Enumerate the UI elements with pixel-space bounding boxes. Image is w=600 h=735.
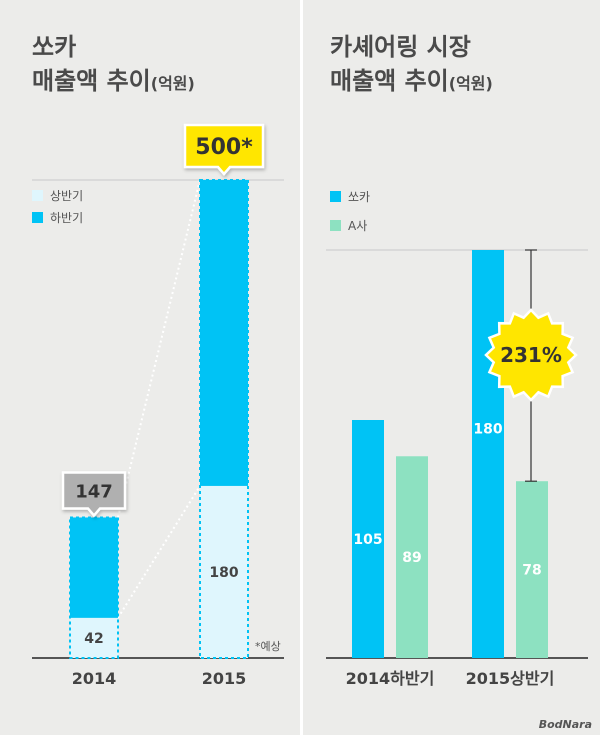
- bar-2014-first-half: [70, 617, 118, 658]
- bar-socar-2014h2: [352, 420, 384, 658]
- total-badge-2014: 147: [61, 471, 127, 518]
- data-label-socar-2015h1: 180: [473, 422, 502, 438]
- bar-2015-first-half: [200, 485, 248, 658]
- bar-2014-second-half: [70, 517, 118, 618]
- x-tick-2014h2: 2014하반기: [346, 669, 435, 688]
- legend-swatch-company-a: [330, 220, 341, 231]
- data-label-company-a-2015h1: 78: [522, 563, 541, 579]
- data-label-2015-first-half: 180: [209, 565, 238, 581]
- watermark: BodNara: [538, 718, 592, 731]
- data-label-company-a-2014h2: 89: [402, 550, 421, 566]
- right-title-unit: (억원): [448, 74, 493, 93]
- x-tick-2014: 2014: [72, 669, 117, 688]
- right-title-line1: 카셰어링 시장: [330, 33, 471, 61]
- legend-swatch-socar: [330, 191, 341, 202]
- bar-2014-dashed-outline: [69, 516, 119, 660]
- legend-label-first-half: 상반기: [50, 189, 83, 203]
- left-chart-title: 쏘카 매출액 추이(억원): [32, 30, 195, 101]
- legend-swatch-first-half: [32, 190, 43, 201]
- legend-swatch-second-half: [32, 212, 43, 223]
- bar-company-a-2014h2: [396, 456, 428, 658]
- connector-line-mid: [117, 485, 201, 619]
- left-chart-svg: 상반기 하반기 42 180 147 500* *예상 2014 2015: [32, 123, 284, 688]
- bar-company-a-2015h1: [516, 481, 548, 658]
- socar-revenue-panel: 쏘카 매출액 추이(억원) 상반기 하반기 42 180: [32, 30, 284, 688]
- legend-label-second-half: 하반기: [50, 211, 83, 225]
- growth-starburst: 231%: [484, 308, 578, 402]
- total-label-2014: 147: [75, 481, 113, 502]
- legend-label-socar: 쏘카: [348, 190, 370, 204]
- x-tick-2015h1: 2015상반기: [466, 669, 555, 688]
- panel-divider: [300, 0, 303, 735]
- bar-2015-second-half: [200, 180, 248, 486]
- carsharing-market-panel: 카셰어링 시장 매출액 추이(억원) 쏘카 A사 231% 105 89 180…: [304, 0, 600, 735]
- data-label-2014-first-half: 42: [84, 631, 103, 647]
- right-chart-svg: 쏘카 A사 231% 105 89 180 78 2014하반기 2015상반기: [326, 190, 588, 688]
- legend-label-company-a: A사: [348, 219, 367, 233]
- right-title-line2: 매출액 추이: [330, 67, 449, 95]
- right-chart-title: 카셰어링 시장 매출액 추이(억원): [330, 30, 493, 101]
- data-label-socar-2014h2: 105: [353, 532, 382, 548]
- bar-socar-2015h1: [472, 250, 504, 658]
- total-badge-2015: 500*: [183, 123, 265, 176]
- left-title-unit: (억원): [150, 74, 195, 93]
- growth-annotation: 231%: [500, 343, 562, 367]
- x-tick-2015: 2015: [202, 669, 247, 688]
- connector-line-top: [117, 179, 201, 518]
- left-title-line1: 쏘카: [32, 33, 77, 61]
- starburst-shape: [484, 308, 578, 402]
- footnote: *예상: [255, 640, 281, 653]
- bar-2015-dashed-outline: [199, 179, 249, 659]
- left-title-line2: 매출액 추이: [32, 67, 151, 95]
- total-label-2015: 500*: [195, 135, 253, 160]
